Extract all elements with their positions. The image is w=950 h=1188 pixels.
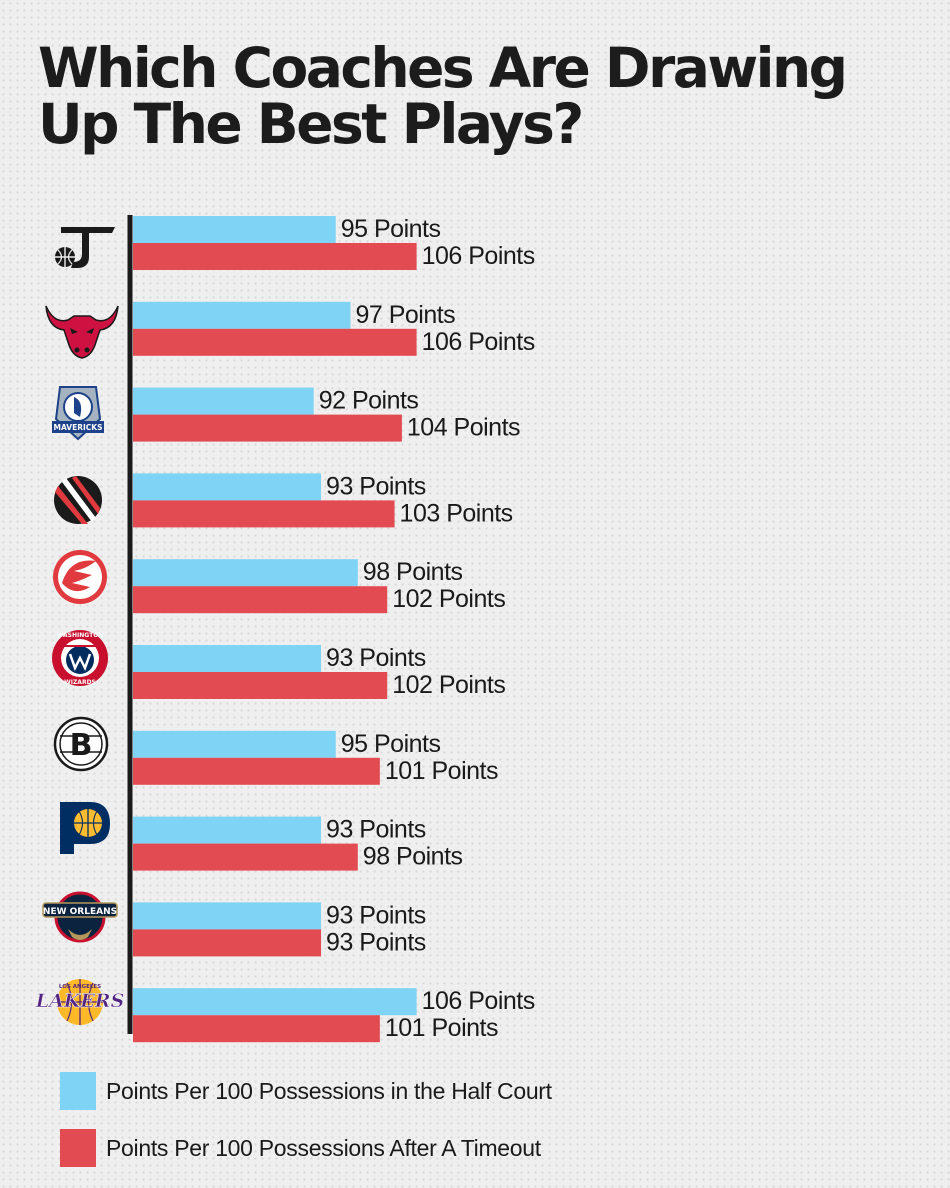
- pelicans-logo-text: NEW ORLEANS: [43, 907, 117, 917]
- half-court-label-jazz: 95 Points: [341, 215, 441, 243]
- lakers-logo: LOS ANGELES LAKERS: [34, 979, 125, 1025]
- half-court-bar-pelicans: [133, 902, 322, 930]
- half-court-label-pelicans: 93 Points: [326, 901, 426, 929]
- half-court-bar-pacers: [133, 816, 322, 844]
- half-court-label-nets: 95 Points: [341, 730, 441, 758]
- after-timeout-label-nets: 101 Points: [385, 757, 498, 785]
- half-court-bar-nets: [133, 730, 336, 758]
- after-timeout-bar-trail-blazers: [133, 500, 395, 528]
- half-court-label-pacers: 93 Points: [326, 816, 426, 844]
- legend-swatch-half-court: [60, 1072, 96, 1110]
- lakers-logo-top-text: LOS ANGELES: [59, 984, 101, 990]
- after-timeout-label-hawks: 102 Points: [392, 585, 505, 613]
- half-court-label-bulls: 97 Points: [355, 301, 455, 329]
- half-court-bar-bulls: [133, 301, 351, 329]
- wizards-logo: WASHINGTON WIZARDS: [52, 630, 108, 686]
- mavericks-logo-text: MAVERICKS: [54, 423, 103, 432]
- hawks-logo: [53, 550, 107, 604]
- jazz-logo: [55, 227, 115, 268]
- half-court-bar-mavericks: [133, 387, 314, 415]
- half-court-label-lakers: 106 Points: [422, 987, 535, 1015]
- after-timeout-bar-mavericks: [133, 414, 402, 442]
- half-court-bar-hawks: [133, 559, 358, 587]
- after-timeout-bar-wizards: [133, 672, 388, 699]
- after-timeout-label-lakers: 101 Points: [385, 1014, 498, 1042]
- after-timeout-label-wizards: 102 Points: [392, 671, 505, 699]
- legend-swatch-after-timeout: [60, 1129, 96, 1167]
- mavericks-logo: MAVERICKS: [52, 386, 104, 441]
- legend: Points Per 100 Possessions in the Half C…: [60, 1072, 552, 1186]
- after-timeout-label-pelicans: 93 Points: [326, 928, 426, 956]
- nets-logo-letter: B: [70, 728, 93, 763]
- half-court-label-mavericks: 92 Points: [319, 387, 419, 415]
- legend-item-half-court: Points Per 100 Possessions in the Half C…: [60, 1072, 552, 1110]
- after-timeout-label-pacers: 98 Points: [363, 843, 463, 871]
- after-timeout-label-trail-blazers: 103 Points: [400, 499, 513, 527]
- half-court-label-trail-blazers: 93 Points: [326, 472, 426, 500]
- after-timeout-bar-nets: [133, 757, 380, 785]
- half-court-label-hawks: 98 Points: [363, 558, 463, 586]
- pacers-logo: [60, 802, 110, 854]
- wizards-logo-top-text: WASHINGTON: [57, 632, 104, 639]
- half-court-bar-trail-blazers: [133, 473, 322, 501]
- half-court-bar-wizards: [133, 645, 322, 672]
- trail-blazers-logo: [54, 476, 102, 524]
- bulls-logo: [45, 305, 119, 359]
- after-timeout-bar-pelicans: [133, 929, 322, 957]
- after-timeout-label-jazz: 106 Points: [422, 242, 535, 270]
- after-timeout-bar-lakers: [133, 1015, 380, 1043]
- pelicans-logo: NEW ORLEANS: [42, 891, 118, 943]
- legend-label-half-court: Points Per 100 Possessions in the Half C…: [106, 1077, 552, 1104]
- half-court-bar-jazz: [133, 216, 336, 243]
- after-timeout-bar-bulls: [133, 328, 417, 356]
- legend-label-after-timeout: Points Per 100 Possessions After A Timeo…: [106, 1134, 541, 1161]
- chart-title: Which Coaches Are Drawing Up The Best Pl…: [38, 36, 848, 156]
- half-court-label-wizards: 93 Points: [326, 644, 426, 672]
- after-timeout-bar-pacers: [133, 843, 358, 871]
- lakers-logo-text: LAKERS: [35, 990, 125, 1012]
- nets-logo: B: [53, 716, 109, 772]
- legend-item-after-timeout: Points Per 100 Possessions After A Timeo…: [60, 1129, 552, 1167]
- after-timeout-label-mavericks: 104 Points: [407, 414, 520, 442]
- after-timeout-label-bulls: 106 Points: [422, 328, 535, 356]
- after-timeout-bar-jazz: [133, 243, 417, 270]
- half-court-bar-lakers: [133, 988, 417, 1016]
- after-timeout-bar-hawks: [133, 586, 388, 614]
- wizards-logo-bottom-text: WIZARDS: [64, 679, 96, 686]
